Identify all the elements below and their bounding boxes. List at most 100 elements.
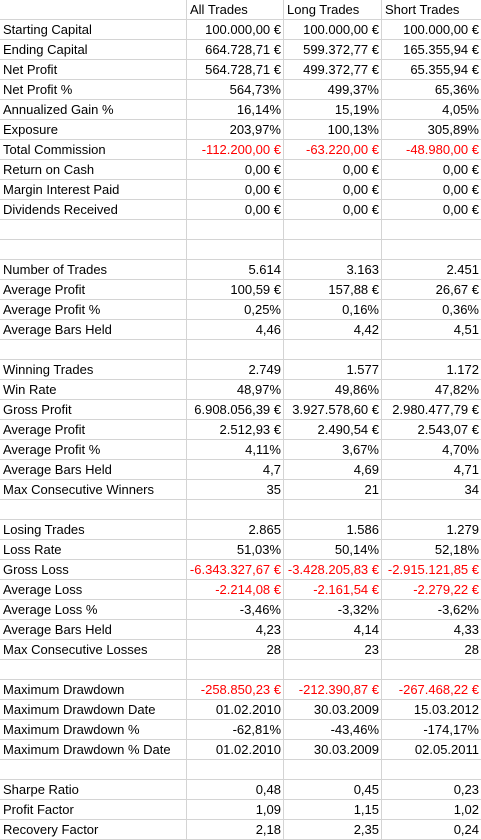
all-trades-cell[interactable] [187,220,284,239]
all-trades-cell[interactable]: 2.865 [187,520,284,539]
row-label-cell[interactable]: Average Loss [0,580,187,599]
long-trades-cell[interactable]: 157,88 € [284,280,382,299]
row-label-cell[interactable]: Max Consecutive Winners [0,480,187,499]
all-trades-cell[interactable]: 1,09 [187,800,284,819]
row-label-cell[interactable]: Average Bars Held [0,460,187,479]
all-trades-cell[interactable] [187,760,284,779]
row-label-cell[interactable]: Maximum Drawdown [0,680,187,699]
long-trades-cell[interactable]: 0,45 [284,780,382,799]
row-label-cell[interactable]: Average Profit % [0,440,187,459]
row-label-cell[interactable]: Average Profit [0,280,187,299]
short-trades-cell[interactable]: 4,33 [453,622,479,637]
all-trades-cell[interactable]: 100,59 € [187,280,284,299]
row-label-cell[interactable]: Sharpe Ratio [0,780,187,799]
row-label-cell[interactable]: Gross Profit [0,400,187,419]
short-trades-cell[interactable]: 02.05.2011 [414,742,479,757]
all-trades-cell[interactable]: 51,03% [187,540,284,559]
all-trades-cell[interactable]: 48,97% [187,380,284,399]
long-trades-cell[interactable]: -2.161,54 € [284,580,382,599]
long-trades-cell[interactable]: 100,13% [284,120,382,139]
short-trades-cell[interactable]: -48.980,00 € [405,142,479,157]
all-trades-cell[interactable]: 35 [187,480,284,499]
short-trades-cell[interactable]: 1,02 [453,802,479,817]
long-trades-cell[interactable] [284,220,382,239]
row-label-cell[interactable]: Winning Trades [0,360,187,379]
long-trades-cell[interactable] [284,660,382,679]
short-trades-cell[interactable] [382,240,481,259]
row-label-cell[interactable]: Average Bars Held [0,320,187,339]
short-trades-cell[interactable]: 0,23 [453,782,479,797]
long-trades-cell[interactable]: 4,42 [284,320,382,339]
all-trades-cell[interactable]: 0,00 € [187,160,284,179]
short-trades-cell[interactable] [382,340,481,359]
short-trades-cell[interactable]: 1.279 [446,522,479,537]
short-trades-cell[interactable]: 65,36% [434,82,479,97]
row-label-cell[interactable]: Recovery Factor [0,820,187,839]
all-trades-cell[interactable]: 4,11% [187,440,284,459]
short-trades-cell[interactable]: 0,00 € [442,182,479,197]
short-trades-cell[interactable]: 0,00 € [442,162,479,177]
short-trades-cell[interactable]: 2.543,07 € [417,422,479,437]
short-trades-cell[interactable] [382,660,481,679]
all-trades-cell[interactable]: -3,46% [187,600,284,619]
row-label-cell[interactable]: Return on Cash [0,160,187,179]
long-trades-cell[interactable]: 21 [284,480,382,499]
long-trades-cell[interactable]: 30.03.2009 [284,740,382,759]
all-trades-cell[interactable]: 4,7 [187,460,284,479]
row-label-cell[interactable]: Dividends Received [0,200,187,219]
short-trades-cell[interactable]: 100.000,00 € [403,22,479,37]
row-label-cell[interactable]: Ending Capital [0,40,187,59]
all-trades-cell[interactable]: 6.908.056,39 € [187,400,284,419]
long-trades-cell[interactable]: 15,19% [284,100,382,119]
long-trades-cell[interactable] [284,340,382,359]
short-trades-cell[interactable] [382,220,481,239]
long-trades-cell[interactable]: 499.372,77 € [284,60,382,79]
long-trades-cell[interactable]: 1,15 [284,800,382,819]
row-label-cell[interactable]: Average Profit % [0,300,187,319]
row-label-cell[interactable]: Margin Interest Paid [0,180,187,199]
row-label-cell[interactable]: Maximum Drawdown % [0,720,187,739]
short-trades-cell[interactable]: 52,18% [434,542,479,557]
long-trades-cell[interactable]: 4,14 [284,620,382,639]
long-trades-cell[interactable]: -3.428.205,83 € [284,560,382,579]
short-trades-cell[interactable]: 165.355,94 € [403,42,479,57]
row-label-cell[interactable]: Net Profit [0,60,187,79]
short-trades-cell[interactable]: 2.980.477,79 € [392,402,479,417]
long-trades-cell[interactable]: 0,16% [284,300,382,319]
all-trades-cell[interactable]: 2.512,93 € [187,420,284,439]
short-trades-cell[interactable]: 28 [464,642,479,657]
all-trades-cell[interactable]: 5.614 [187,260,284,279]
row-label-cell[interactable]: Loss Rate [0,540,187,559]
all-trades-cell[interactable]: 4,46 [187,320,284,339]
row-label-cell[interactable]: Average Bars Held [0,620,187,639]
row-label-cell[interactable]: Win Rate [0,380,187,399]
long-trades-cell[interactable]: 49,86% [284,380,382,399]
long-trades-cell[interactable]: 499,37% [284,80,382,99]
short-trades-cell[interactable]: -2.279,22 € [413,582,479,597]
all-trades-cell[interactable]: -2.214,08 € [187,580,284,599]
header-long-trades[interactable]: Long Trades [284,0,382,19]
all-trades-cell[interactable] [187,340,284,359]
long-trades-cell[interactable]: 3,67% [284,440,382,459]
all-trades-cell[interactable]: 28 [187,640,284,659]
long-trades-cell[interactable]: 1.577 [284,360,382,379]
row-label-cell[interactable] [0,500,187,519]
all-trades-cell[interactable]: 0,00 € [187,200,284,219]
all-trades-cell[interactable]: 16,14% [187,100,284,119]
row-label-cell[interactable] [0,760,187,779]
all-trades-cell[interactable]: 0,48 [187,780,284,799]
row-label-cell[interactable]: Number of Trades [0,260,187,279]
long-trades-cell[interactable]: 30.03.2009 [284,700,382,719]
short-trades-cell[interactable]: 0,24 [453,822,479,837]
short-trades-cell[interactable]: 26,67 € [435,282,479,297]
long-trades-cell[interactable] [284,500,382,519]
short-trades-cell[interactable]: 0,00 € [442,202,479,217]
short-trades-cell[interactable]: 15.03.2012 [413,702,479,717]
long-trades-cell[interactable]: 1.586 [284,520,382,539]
long-trades-cell[interactable]: 599.372,77 € [284,40,382,59]
all-trades-cell[interactable]: 01.02.2010 [187,700,284,719]
all-trades-cell[interactable] [187,660,284,679]
row-label-cell[interactable] [0,340,187,359]
row-label-cell[interactable]: Starting Capital [0,20,187,39]
long-trades-cell[interactable]: 3.163 [284,260,382,279]
